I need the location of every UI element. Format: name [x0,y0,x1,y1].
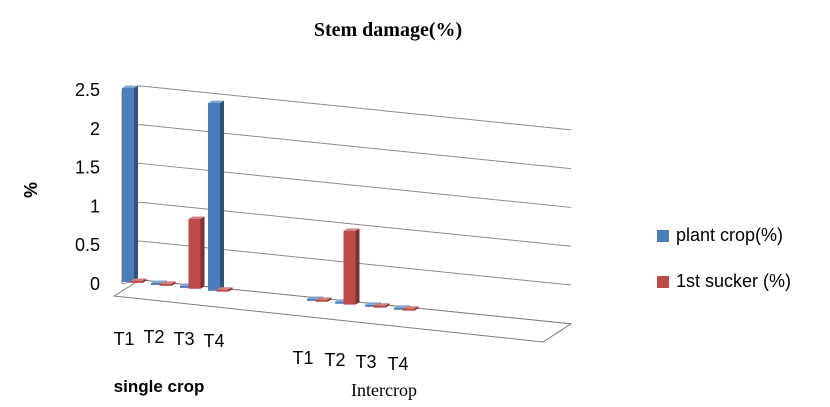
legend-swatch [657,276,669,288]
bar [402,306,419,311]
legend-item: 1st sucker (%) [657,271,791,291]
bar-front [151,282,163,285]
bar-front [188,218,201,289]
bar-side [414,306,419,311]
x-tick-label: T2 [143,327,164,347]
bar-side [142,278,147,283]
bar-front [365,304,377,307]
bar-front [307,298,319,301]
bar [159,281,176,286]
bar [216,287,233,292]
bar-front [130,280,143,283]
bar [188,216,205,289]
bar [122,85,138,282]
bar-front [180,285,192,288]
legend-swatch [657,230,669,242]
bar-front [159,283,172,286]
y-axis-label: % [21,182,41,198]
y-tick-label: 2.5 [75,80,100,100]
bar [343,228,360,305]
bar [208,100,224,291]
bar-top [343,228,360,231]
bar [130,278,147,283]
bar-top [122,85,138,88]
x-tick-label: T2 [324,350,345,370]
bar-front [335,301,347,304]
x-tick-label: T1 [292,348,313,368]
bar [373,303,390,308]
gridline [139,85,572,131]
x-tick-label: T4 [387,354,408,374]
y-tick-label: 1.5 [75,158,100,178]
bar-side [200,216,205,289]
bar-front [216,289,229,292]
legend-item: plant crop(%) [657,225,783,245]
gridline [139,162,572,208]
legend-label: plant crop(%) [676,225,783,245]
bar-side [228,287,233,292]
y-tick-label: 1 [90,196,100,216]
x-tick-label: T3 [173,329,194,349]
bar-front [394,307,406,310]
floor [112,279,573,343]
bar-front [373,305,386,308]
bar-top [216,287,233,290]
group-label: single crop [114,377,205,396]
bar-front [315,299,328,302]
bar-front [122,88,134,282]
bar-side [171,281,176,286]
bar-top [208,100,224,103]
bar-top [188,216,205,219]
bar-top [315,297,332,300]
legend-label: 1st sucker (%) [676,271,791,291]
bar-side [220,100,224,291]
plot-area: 0 0.5 1 1.5 2 2.5 T1 T2 T3 T4 T1 T2 T3 T4 single crop I… [75,80,573,400]
bar-front [208,102,220,291]
bar-side [327,297,332,302]
group-label: Intercrop [351,380,417,400]
y-tick-label: 2 [90,119,100,139]
x-tick-label: T1 [113,329,134,349]
bar-side [134,85,138,282]
bar-side [385,303,390,308]
bar [315,297,332,302]
bar-top [130,278,147,281]
bar-top [159,281,176,284]
bar-top [373,303,390,306]
x-tick-label: T4 [203,331,224,351]
y-tick-label: 0.5 [75,235,100,255]
chart-title: Stem damage(%) [314,19,462,41]
y-tick-label: 0 [90,274,100,294]
legend: plant crop(%) 1st sucker (%) [657,225,791,291]
bar-front [343,230,356,305]
bar-top [402,306,419,309]
bar-side [355,228,360,305]
x-tick-label: T3 [355,352,376,372]
gridline [139,124,572,170]
bar-front [402,308,415,311]
